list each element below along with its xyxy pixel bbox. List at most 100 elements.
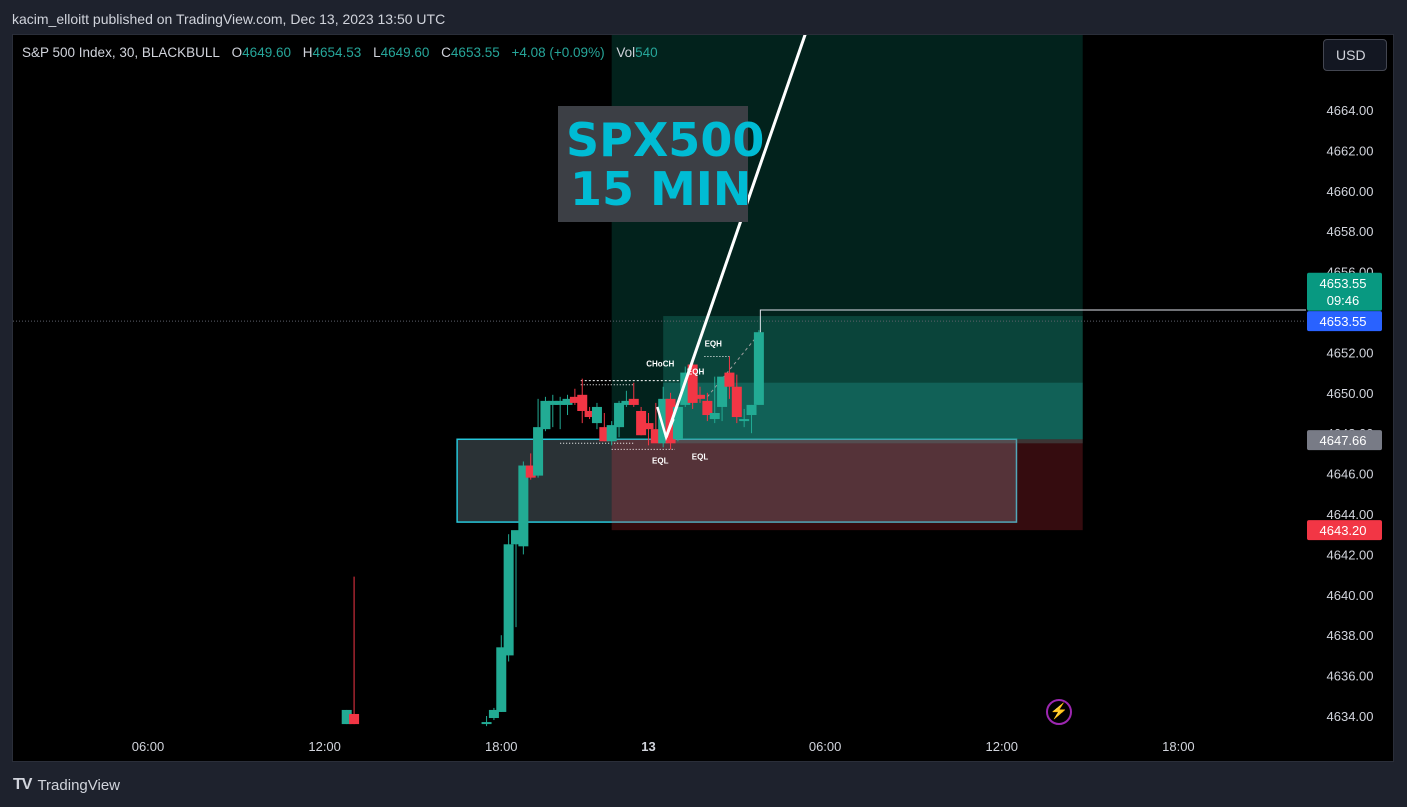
candle-body [614,402,625,428]
x-tick-label: 12:00 [308,739,341,754]
candle-body [731,386,742,418]
candle-body [606,425,617,442]
projection-arrow [664,35,807,438]
price-badge: 4653.55 [1307,311,1382,332]
arrow-tail [656,406,675,442]
x-tick-label: 18:00 [485,739,518,754]
candle-body [753,332,764,405]
x-tick-label: 06:00 [132,739,165,754]
x-tick-label: 06:00 [809,739,842,754]
x-tick-label: 13 [641,739,655,754]
candle-body [496,647,507,712]
low-label: L [373,45,381,60]
close-value: 4653.55 [450,45,500,60]
change-value: +4.08 (+0.09%) [511,45,605,60]
candle [591,402,602,430]
candle [525,453,536,480]
lightning-icon[interactable]: ⚡ [1046,699,1072,725]
price-badge: 4653.55 09:46 [1307,272,1382,311]
candle [533,398,544,478]
candle [695,386,705,403]
x-tick-label: 12:00 [985,739,1018,754]
candle [731,374,742,424]
candle-body [540,400,551,430]
candle-body [584,410,595,418]
price-badge-bg [1307,430,1382,451]
y-tick-label: 4642.00 [1327,547,1374,562]
price-badge-bg [1307,311,1382,332]
candle [680,366,691,407]
y-tick-label: 4644.00 [1327,507,1374,522]
open-label: O [231,45,243,60]
price-badge-bg [1307,520,1382,541]
candle-body [562,398,573,405]
candle [488,707,499,721]
currency-button[interactable]: USD [1323,39,1387,71]
candle-body [481,722,492,725]
candle-body [349,713,360,725]
candle [540,396,551,432]
volume-value: 540 [635,45,658,60]
candle-body [488,709,499,719]
close-label: C [441,45,451,60]
candle-body [702,400,713,416]
candle [569,388,580,405]
y-tick-label: 4652.00 [1327,345,1374,360]
low-value: 4649.60 [380,45,430,60]
y-tick-label: 4660.00 [1327,184,1374,199]
candle [606,421,617,446]
y-tick-label: 4650.00 [1327,386,1374,401]
candle-body [672,406,683,440]
title-box-line: 15 MIN [570,162,751,216]
candle [658,386,669,448]
candle-body [591,406,602,424]
candle-body [628,398,639,405]
candle [562,394,573,416]
annotation-label: EQH [705,339,723,348]
publish-info: kacim_elloitt published on TradingView.c… [12,11,446,27]
annotation-label: CHoCH [646,360,674,369]
price-badges: 4653.55 09:46 4653.55 4647.66 4643.20 [1307,272,1382,541]
stop-zone-rect [611,439,1083,531]
price-badge-countdown: 09:46 [1327,293,1360,308]
title-box-bg [558,106,748,222]
candle [628,382,639,407]
candle [496,635,507,712]
y-tick-label: 4658.00 [1327,224,1374,239]
y-tick-label: 4638.00 [1327,628,1374,643]
volume-label: Vol [616,45,636,60]
tradingview-mark-icon: TV [13,776,32,793]
price-badge: 4643.20 [1307,520,1382,541]
tradingview-logo[interactable]: TV TradingView [13,776,120,794]
candle [739,408,750,428]
candle-body [717,376,728,407]
candle-body [621,400,632,405]
price-badge-value: 4643.20 [1320,523,1367,538]
price-badge-value: 4653.55 [1320,276,1367,291]
high-value: 4654.53 [312,45,362,60]
guides-layer [13,320,1306,450]
candle [643,413,654,446]
candle-body [746,404,757,416]
candle [584,406,595,420]
candle [724,356,735,399]
candle-body [577,394,588,411]
candle [547,394,558,428]
candle-body [518,465,529,547]
candle-body [739,419,750,422]
candle-body [533,427,544,476]
candle [341,709,352,725]
candle [518,461,529,555]
x-axis: 06:00 12:00 18:00 13 06:00 12:00 18:00 [132,739,1195,754]
tradingview-brand: TradingView [37,776,120,794]
candle [481,716,492,727]
candle [753,330,764,405]
y-tick-label: 4640.00 [1327,588,1374,603]
candle-body [511,530,521,545]
marks-layer: EQH CHoCH EQL EQL EQH [646,35,1306,466]
price-badge-value: 4653.55 [1320,314,1367,329]
candle-body [599,427,610,442]
price-badge: 4647.66 [1307,430,1382,451]
candles-layer [341,330,764,727]
